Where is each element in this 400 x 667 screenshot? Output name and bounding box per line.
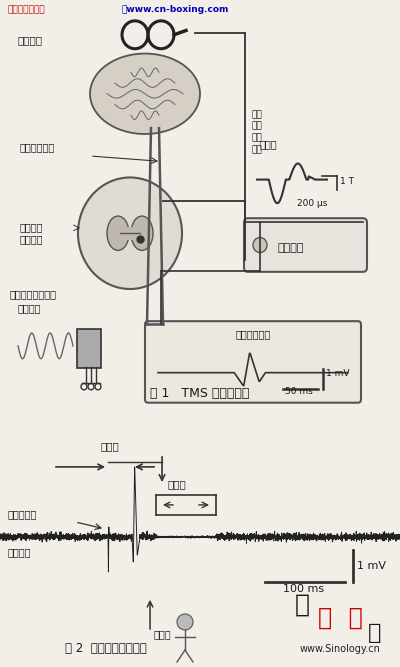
Text: 100 ms: 100 ms (283, 584, 324, 594)
Text: 新: 新 (295, 593, 310, 617)
Circle shape (253, 237, 267, 253)
FancyBboxPatch shape (145, 321, 361, 403)
Text: 中华气功大全网: 中华气功大全网 (8, 5, 46, 14)
FancyBboxPatch shape (244, 218, 367, 272)
Bar (120, 227, 140, 239)
Text: 1 T: 1 T (340, 177, 354, 186)
Text: 运动评发电位: 运动评发电位 (235, 329, 271, 340)
Text: 运动
皮层
传导
时间: 运动 皮层 传导 时间 (252, 110, 263, 154)
Text: 1 mV: 1 mV (357, 561, 386, 571)
Text: 脊髓运动
神经元池: 脊髓运动 神经元池 (20, 223, 44, 244)
Text: 網: 網 (368, 622, 381, 644)
Text: 潜伏期: 潜伏期 (101, 441, 120, 451)
Text: 图 1   TMS 的实验原理: 图 1 TMS 的实验原理 (150, 388, 250, 400)
Text: 周围皮层传导时间: 周围皮层传导时间 (10, 289, 57, 299)
Ellipse shape (90, 53, 200, 134)
Text: 经颈电刺激: 经颈电刺激 (8, 509, 37, 519)
Text: 胫外展肌: 胫外展肌 (18, 303, 42, 313)
Text: 运动皮质: 运动皮质 (18, 35, 43, 45)
Text: 國  學: 國 學 (318, 606, 363, 630)
Text: 下行冲动信号: 下行冲动信号 (20, 143, 55, 153)
Circle shape (78, 177, 182, 289)
Text: 1 mV: 1 mV (326, 369, 350, 378)
Text: 肌电基值: 肌电基值 (8, 547, 32, 557)
Text: www.Sinology.cn: www.Sinology.cn (300, 644, 381, 654)
Text: 50 ms: 50 ms (285, 387, 313, 396)
Text: 图 2  运动评发电位测量: 图 2 运动评发电位测量 (65, 642, 147, 655)
Ellipse shape (131, 216, 153, 250)
Text: 双相波: 双相波 (260, 139, 278, 149)
Text: ：www.cn-boxing.com: ：www.cn-boxing.com (122, 5, 229, 14)
Text: 200 μs: 200 μs (297, 199, 327, 208)
FancyBboxPatch shape (77, 329, 101, 368)
Text: 静息期: 静息期 (168, 479, 187, 489)
Ellipse shape (107, 216, 129, 250)
Text: 双相刺激: 双相刺激 (278, 243, 304, 253)
Text: 位振幅: 位振幅 (153, 629, 171, 639)
Circle shape (177, 614, 193, 630)
